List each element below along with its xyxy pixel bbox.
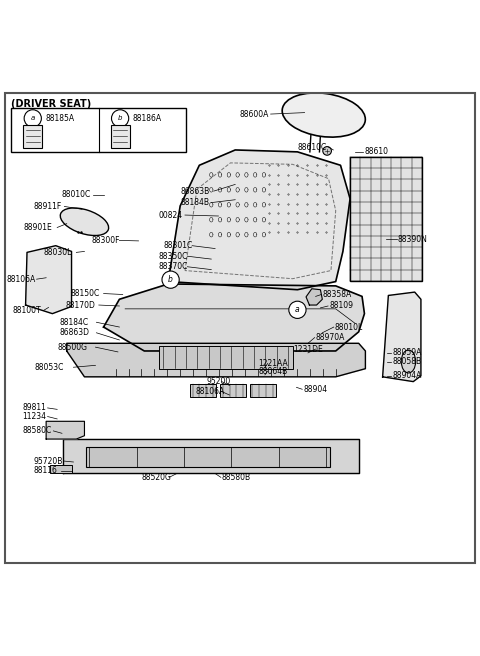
Polygon shape [104, 284, 364, 351]
Text: 88520G: 88520G [142, 473, 172, 482]
Text: 95720B: 95720B [33, 457, 62, 466]
Text: 88390N: 88390N [398, 235, 428, 244]
Ellipse shape [60, 208, 108, 236]
Text: 88350C: 88350C [158, 252, 188, 260]
Text: 88970A: 88970A [316, 333, 345, 342]
Text: 88370C: 88370C [158, 262, 188, 271]
Text: 88106A: 88106A [6, 275, 36, 283]
Text: 88058B: 88058B [392, 357, 421, 366]
Text: 86863B: 86863B [180, 186, 209, 195]
Text: 1221AA: 1221AA [258, 359, 288, 368]
Text: b: b [168, 275, 173, 284]
Circle shape [111, 110, 129, 127]
Bar [110, 125, 130, 148]
Polygon shape [168, 150, 350, 290]
Polygon shape [67, 343, 365, 377]
Circle shape [289, 301, 306, 318]
Text: b: b [118, 115, 122, 121]
Bar [350, 157, 422, 281]
Text: (MANUAL): (MANUAL) [11, 110, 67, 120]
Text: 88010L: 88010L [335, 323, 363, 331]
Text: (DRIVER SEAT): (DRIVER SEAT) [11, 99, 92, 109]
Text: 88301C: 88301C [163, 241, 192, 250]
Text: 88580B: 88580B [222, 473, 251, 482]
Text: 88580C: 88580C [22, 426, 51, 436]
Bar [250, 384, 276, 398]
Circle shape [24, 110, 41, 127]
Text: 88170D: 88170D [65, 300, 95, 310]
Text: a: a [295, 305, 300, 314]
Text: 88116: 88116 [33, 466, 57, 475]
Text: 88186A: 88186A [132, 114, 162, 123]
Polygon shape [25, 246, 72, 314]
Text: 88109: 88109 [329, 302, 353, 310]
Text: 88064B: 88064B [258, 367, 288, 376]
Bar [11, 108, 186, 152]
Text: 00824: 00824 [158, 211, 183, 220]
Text: 89811: 89811 [22, 403, 46, 413]
Text: 88904A: 88904A [392, 371, 421, 380]
Text: 88185A: 88185A [45, 114, 74, 123]
Text: 88904: 88904 [303, 385, 327, 394]
Bar [158, 346, 293, 369]
Text: 88358A: 88358A [323, 290, 351, 299]
Text: 88300F: 88300F [92, 236, 120, 245]
Text: 88059A: 88059A [392, 348, 421, 358]
Polygon shape [63, 439, 359, 472]
Text: 88184B: 88184B [180, 198, 209, 207]
Text: 88610: 88610 [364, 148, 388, 156]
Text: 88100T: 88100T [12, 306, 41, 315]
Text: 1231DE: 1231DE [294, 344, 324, 354]
Text: 88184C: 88184C [59, 318, 88, 327]
Bar [190, 384, 216, 398]
Ellipse shape [282, 93, 365, 137]
Text: 88106A: 88106A [196, 386, 225, 396]
Bar [49, 465, 72, 474]
Bar [23, 125, 42, 148]
Text: 95200: 95200 [206, 377, 231, 386]
Ellipse shape [401, 350, 416, 373]
Text: 11234: 11234 [22, 412, 46, 421]
Text: 88500G: 88500G [57, 342, 87, 352]
Circle shape [162, 271, 179, 288]
Bar [220, 384, 246, 398]
Text: 88600A: 88600A [240, 110, 269, 119]
Text: a: a [31, 115, 35, 121]
Polygon shape [383, 292, 421, 382]
Bar [86, 447, 330, 467]
Text: 88610C: 88610C [298, 142, 327, 152]
Text: 88901E: 88901E [24, 223, 52, 232]
Text: 88053C: 88053C [34, 363, 63, 372]
Text: 86863D: 86863D [59, 328, 89, 337]
Text: 88911F: 88911F [33, 202, 61, 211]
Text: (090704-): (090704-) [11, 120, 65, 131]
Text: 88010C: 88010C [62, 190, 91, 199]
Polygon shape [306, 289, 323, 305]
Text: 88150C: 88150C [70, 289, 99, 298]
Text: 88030L: 88030L [44, 248, 72, 257]
Circle shape [323, 146, 331, 155]
Polygon shape [46, 421, 84, 439]
